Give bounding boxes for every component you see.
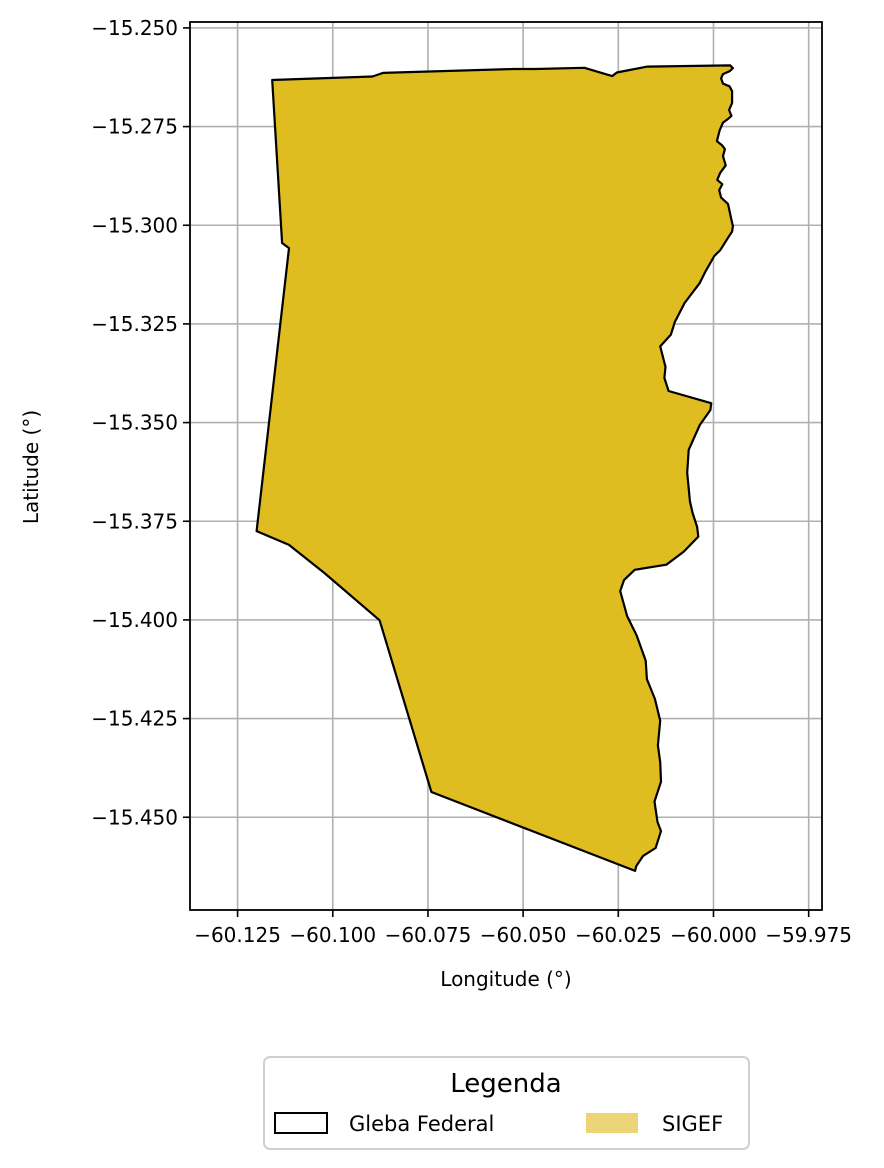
x-tick-label: −60.100 <box>289 923 376 947</box>
legend-swatch-gleba-federal <box>274 1112 328 1134</box>
y-tick-label: −15.300 <box>91 213 178 237</box>
legend-swatch-sigef <box>586 1113 638 1133</box>
x-axis-label: Longitude (°) <box>440 967 571 991</box>
x-axis-ticks: −60.125 −60.100 −60.075 −60.050 −60.025 −60.0… <box>194 910 852 947</box>
y-tick-label: −15.325 <box>91 312 178 336</box>
x-tick-label: −60.000 <box>670 923 757 947</box>
y-tick-label: −15.375 <box>91 509 178 533</box>
sigef-polygon <box>255 64 734 872</box>
legend-title: Legenda <box>450 1069 561 1099</box>
legend-label-sigef: SIGEF <box>662 1112 723 1136</box>
y-axis-label: Latitude (°) <box>19 410 43 524</box>
y-tick-label: −15.450 <box>91 805 178 829</box>
y-tick-label: −15.250 <box>91 16 178 40</box>
x-tick-label: −60.075 <box>385 923 472 947</box>
y-tick-label: −15.275 <box>91 115 178 139</box>
x-tick-label: −60.050 <box>480 923 567 947</box>
y-tick-label: −15.400 <box>91 608 178 632</box>
y-tick-label: −15.350 <box>91 411 178 435</box>
legend-label-gleba-federal: Gleba Federal <box>349 1112 494 1136</box>
legend: Legenda Gleba Federal SIGEF <box>263 1056 750 1150</box>
x-tick-label: −60.025 <box>575 923 662 947</box>
y-tick-label: −15.425 <box>91 707 178 731</box>
x-tick-label: −60.125 <box>194 923 281 947</box>
x-tick-label: −59.975 <box>765 923 852 947</box>
y-axis-ticks: −15.250 −15.275 −15.300 −15.325 −15.350 −15.3… <box>91 16 190 829</box>
plot-frame <box>189 21 823 911</box>
